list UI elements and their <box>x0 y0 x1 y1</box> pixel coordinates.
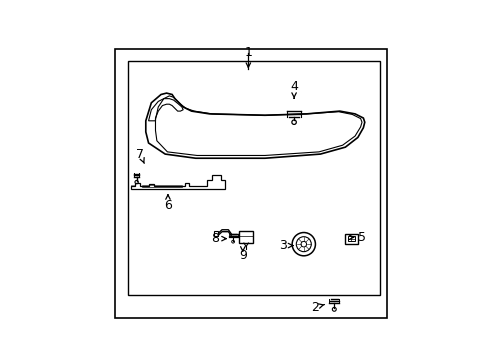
Text: 9: 9 <box>239 247 247 262</box>
Bar <box>128 61 380 296</box>
Text: 7: 7 <box>136 148 144 163</box>
Text: 8: 8 <box>211 232 226 245</box>
Text: 6: 6 <box>164 195 172 212</box>
Bar <box>348 236 355 242</box>
Text: 5: 5 <box>349 231 366 244</box>
Bar <box>239 231 252 243</box>
Text: 1: 1 <box>245 46 252 59</box>
Text: 3: 3 <box>279 239 293 252</box>
Text: 4: 4 <box>290 80 298 98</box>
Text: 2: 2 <box>311 301 324 314</box>
Bar <box>214 231 219 237</box>
Bar <box>345 234 358 244</box>
